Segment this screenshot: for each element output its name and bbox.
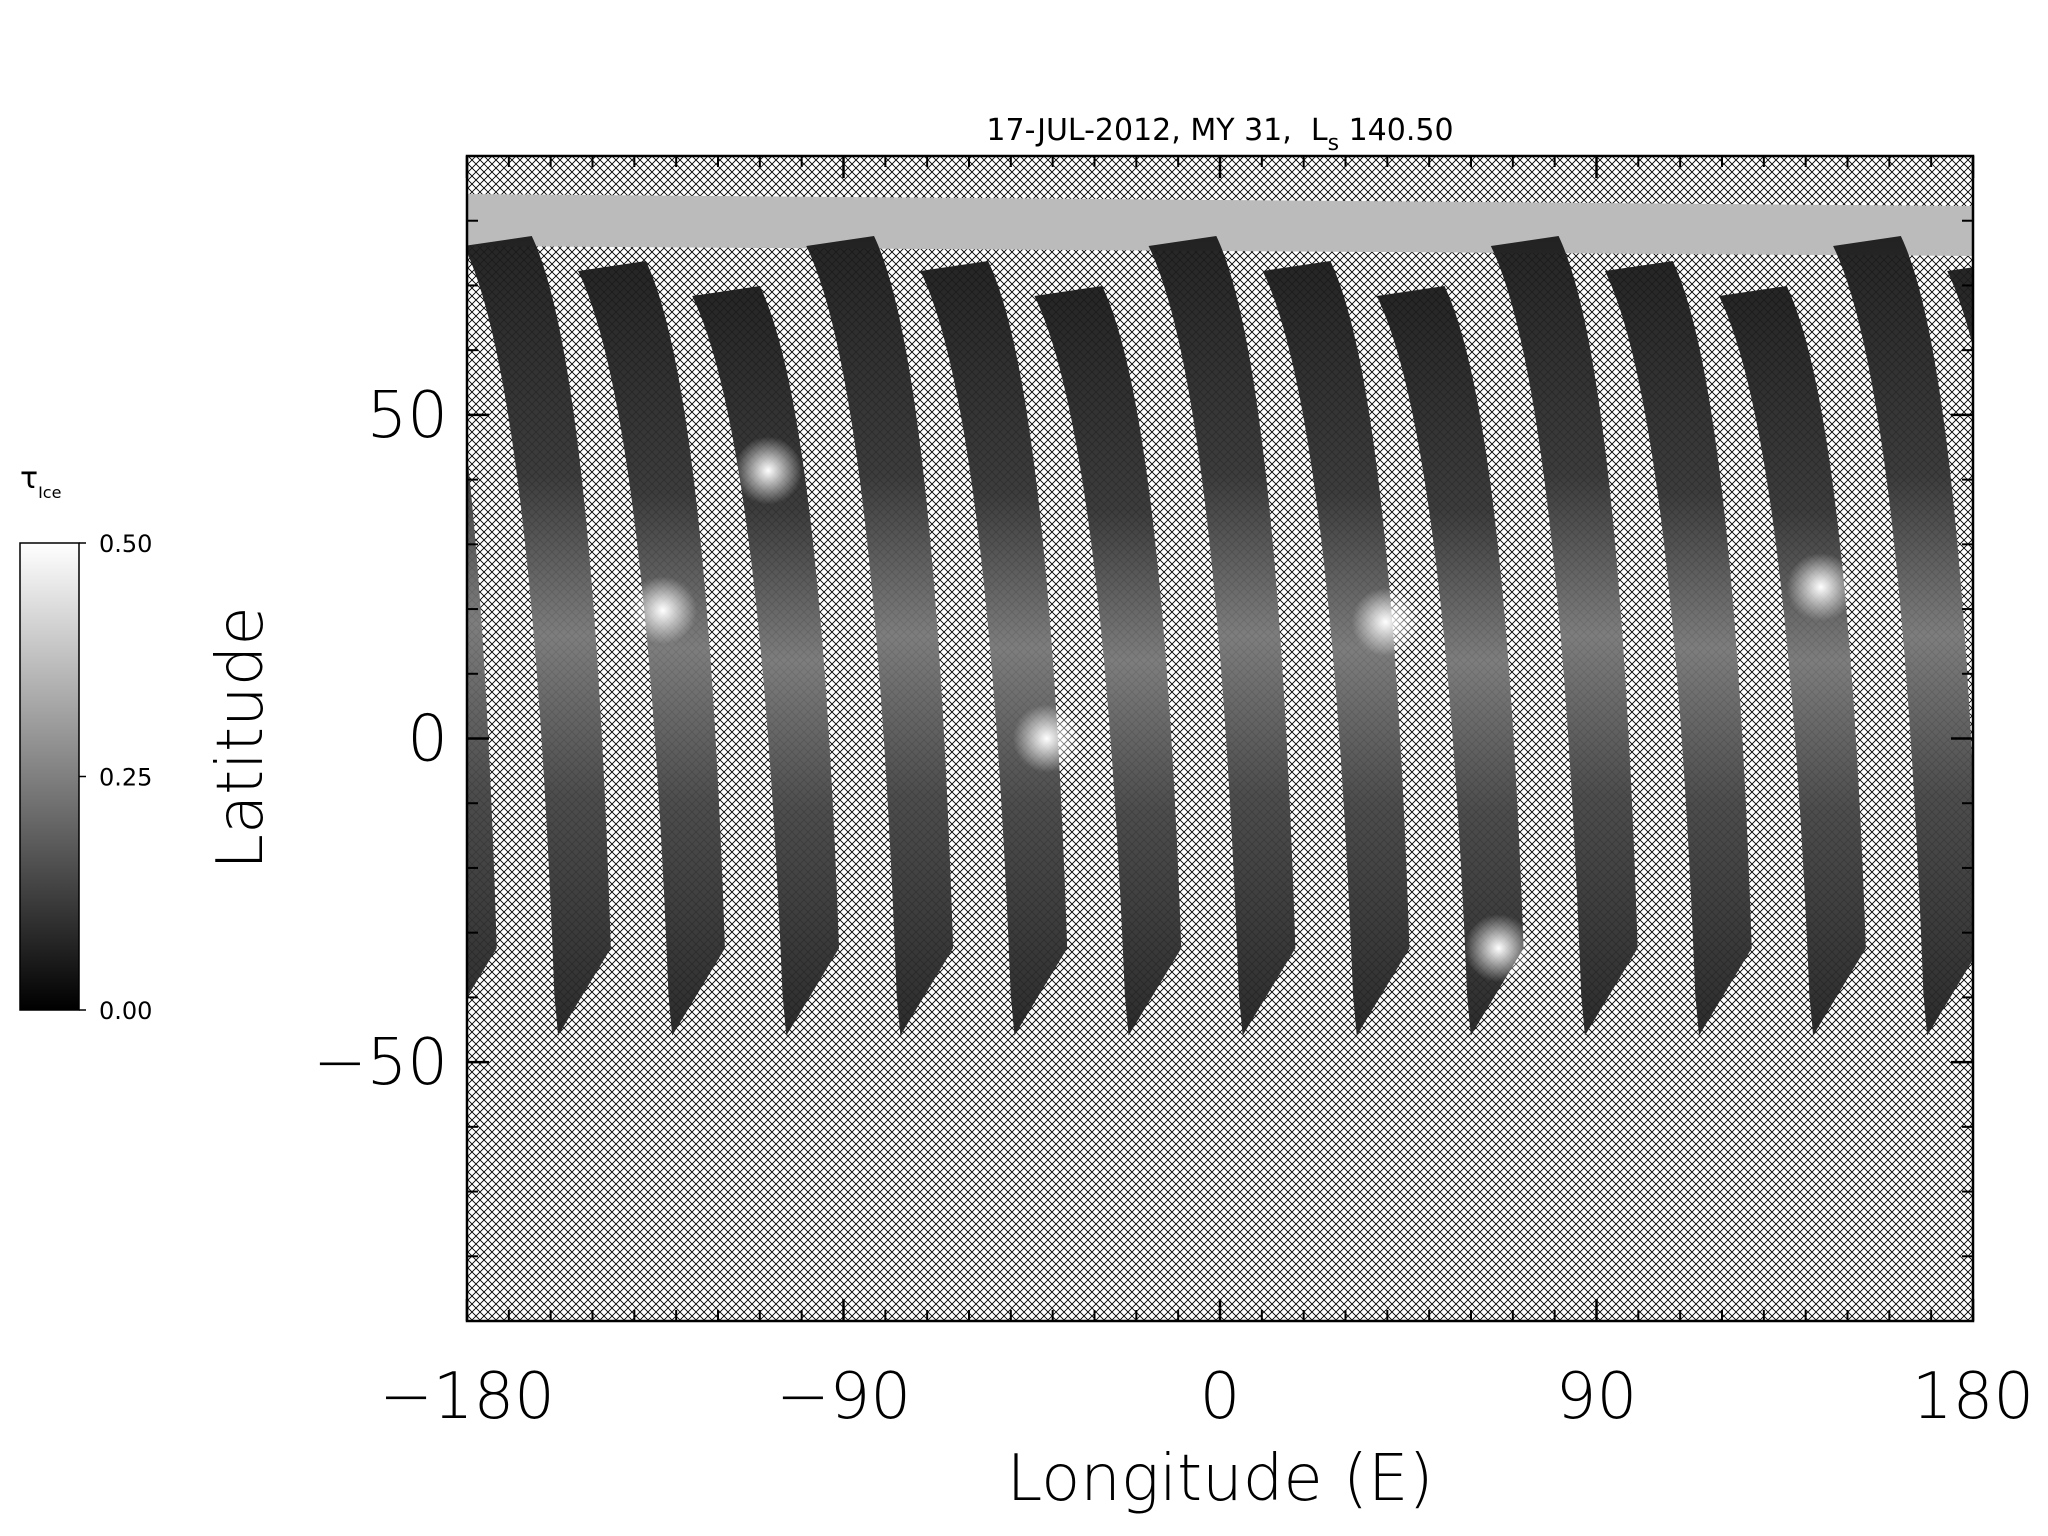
bright-cloud bbox=[628, 576, 697, 645]
x-tick-label: −180 bbox=[379, 1360, 555, 1434]
swath bbox=[467, 236, 611, 1036]
swath bbox=[467, 453, 497, 998]
y-tick-label: −50 bbox=[313, 1026, 448, 1100]
bright-cloud bbox=[1351, 588, 1420, 656]
x-tick-label: 180 bbox=[1912, 1360, 2034, 1434]
y-tick-label: 50 bbox=[367, 379, 448, 453]
x-tick-label: −90 bbox=[776, 1360, 911, 1434]
swath bbox=[1947, 267, 1973, 347]
swath bbox=[1376, 286, 1524, 1036]
swath bbox=[578, 261, 725, 1036]
title-text: 17-JUL-2012, MY 31, L bbox=[986, 113, 1327, 148]
colorbar-tick-label: 0.50 bbox=[99, 530, 152, 558]
bright-cloud bbox=[1464, 914, 1533, 983]
colorbar-tick-label: 0.00 bbox=[99, 997, 152, 1025]
swath bbox=[1490, 236, 1638, 1036]
title-subscript: s bbox=[1328, 131, 1339, 156]
swaths bbox=[467, 194, 1973, 1036]
swath bbox=[1604, 261, 1752, 1036]
swath bbox=[806, 236, 954, 1036]
colorbar bbox=[19, 542, 80, 1011]
chart-title: 17-JUL-2012, MY 31, Ls 140.50 bbox=[986, 113, 1453, 156]
x-tick-label: 0 bbox=[1200, 1360, 1241, 1434]
swath bbox=[692, 286, 840, 1036]
swath bbox=[1833, 236, 1973, 1036]
colorbar-subscript: Ice bbox=[38, 483, 61, 502]
x-axis-label: Longitude (E) bbox=[1007, 1442, 1434, 1516]
x-tick-label: 90 bbox=[1556, 1360, 1637, 1434]
bright-cloud bbox=[1786, 553, 1855, 622]
swath bbox=[1148, 236, 1296, 1036]
bright-cloud bbox=[734, 436, 803, 505]
swath bbox=[1262, 261, 1410, 1036]
swath bbox=[1718, 286, 1866, 1036]
bright-cloud bbox=[1012, 704, 1081, 773]
y-axis-label: Latitude bbox=[204, 606, 278, 869]
colorbar-label: τIce bbox=[20, 461, 61, 502]
colorbar-symbol: τ bbox=[20, 461, 38, 496]
swath bbox=[1034, 286, 1182, 1036]
colorbar-tick-label: 0.25 bbox=[99, 764, 152, 792]
plot-area bbox=[465, 154, 1975, 1323]
y-tick-label: 0 bbox=[407, 703, 448, 777]
swath bbox=[920, 261, 1068, 1036]
title-rest: 140.50 bbox=[1339, 113, 1454, 148]
polar-band bbox=[467, 194, 1973, 256]
